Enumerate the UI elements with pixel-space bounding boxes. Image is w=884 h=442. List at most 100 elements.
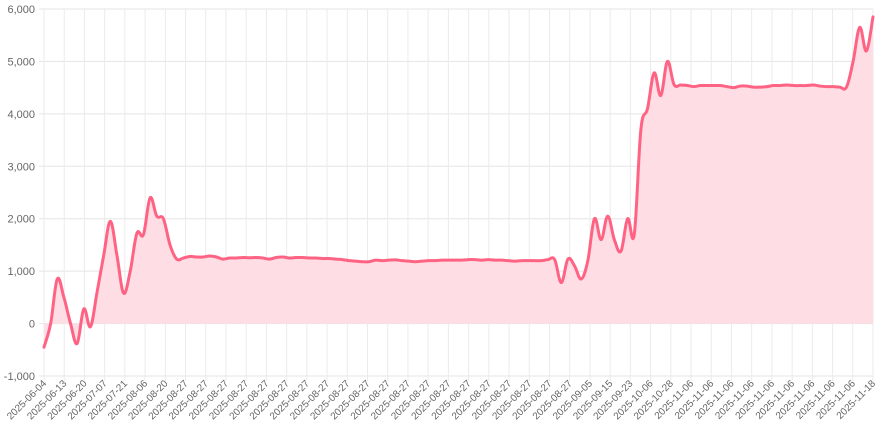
data-point — [142, 233, 144, 235]
data-point — [500, 259, 502, 261]
data-point — [374, 259, 376, 261]
data-point — [355, 260, 357, 262]
data-point — [76, 342, 78, 344]
data-point — [394, 259, 396, 261]
data-point — [215, 256, 217, 258]
data-point — [786, 84, 788, 86]
data-point — [534, 259, 536, 261]
data-point — [368, 261, 370, 263]
data-point — [825, 85, 827, 87]
data-point — [408, 260, 410, 262]
data-point — [381, 259, 383, 261]
data-point — [481, 259, 483, 261]
data-point — [447, 259, 449, 261]
data-point — [242, 256, 244, 258]
data-point — [169, 244, 171, 246]
data-point — [620, 250, 622, 252]
data-point — [494, 259, 496, 261]
data-point — [666, 60, 668, 62]
data-point — [514, 260, 516, 262]
data-point — [149, 197, 151, 199]
data-point — [646, 107, 648, 109]
data-point — [752, 86, 754, 88]
data-point — [553, 258, 555, 260]
data-point — [116, 254, 118, 256]
data-point — [282, 256, 284, 258]
data-point — [660, 94, 662, 96]
y-axis: -1,000 0 1,000 2,000 3,000 4,000 5,000 6,000 — [4, 4, 35, 383]
data-point — [865, 50, 867, 52]
data-point — [288, 257, 290, 259]
data-point — [560, 281, 562, 283]
data-point — [872, 16, 874, 18]
data-point — [547, 258, 549, 260]
data-point — [209, 255, 211, 257]
data-point — [766, 85, 768, 87]
data-point — [839, 86, 841, 88]
data-point — [335, 258, 337, 260]
data-point — [819, 85, 821, 87]
data-point — [640, 128, 642, 130]
data-point — [739, 85, 741, 87]
data-point — [772, 84, 774, 86]
data-point — [414, 261, 416, 263]
data-point — [315, 257, 317, 259]
y-tick-label: 5,000 — [7, 56, 35, 68]
y-tick-label: 0 — [29, 319, 35, 331]
y-tick-label: -1,000 — [4, 371, 35, 383]
data-point — [461, 259, 463, 261]
data-point — [301, 256, 303, 258]
data-point — [845, 86, 847, 88]
data-point — [792, 84, 794, 86]
data-point — [248, 257, 250, 259]
data-point — [102, 254, 104, 256]
data-point — [441, 259, 443, 261]
data-point — [129, 270, 131, 272]
data-point — [706, 84, 708, 86]
data-point — [235, 257, 237, 259]
data-point — [182, 257, 184, 259]
x-axis: 2025-06-042025-06-132025-06-202025-07-07… — [5, 378, 878, 422]
data-point — [699, 84, 701, 86]
data-point — [487, 258, 489, 260]
data-point — [341, 258, 343, 260]
data-point — [859, 26, 861, 28]
data-point — [607, 215, 609, 217]
data-point — [295, 256, 297, 258]
y-tick-label: 3,000 — [7, 161, 35, 173]
data-point — [156, 215, 158, 217]
data-point — [520, 259, 522, 261]
data-point — [686, 84, 688, 86]
data-point — [262, 257, 264, 259]
data-point — [268, 258, 270, 260]
data-point — [759, 86, 761, 88]
data-point — [593, 218, 595, 220]
data-point — [83, 308, 85, 310]
data-point — [507, 259, 509, 261]
data-point — [89, 326, 91, 328]
data-point — [527, 259, 529, 261]
data-point — [202, 256, 204, 258]
chart-area-layer — [44, 16, 873, 348]
data-point — [653, 72, 655, 74]
data-point — [63, 296, 65, 298]
data-point — [255, 256, 257, 258]
y-tick-label: 4,000 — [7, 109, 35, 121]
data-point — [361, 261, 363, 263]
data-point — [96, 291, 98, 293]
data-point — [633, 233, 635, 235]
data-point — [175, 258, 177, 260]
data-point — [229, 257, 231, 259]
y-tick-label: 1,000 — [7, 266, 35, 278]
data-point — [805, 84, 807, 86]
series-line — [42, 15, 875, 349]
y-tick-label: 2,000 — [7, 214, 35, 226]
data-point — [746, 85, 748, 87]
data-point — [693, 85, 695, 87]
data-point — [122, 292, 124, 294]
data-point — [348, 259, 350, 261]
data-point — [69, 322, 71, 324]
data-point — [613, 238, 615, 240]
data-point — [56, 278, 58, 280]
